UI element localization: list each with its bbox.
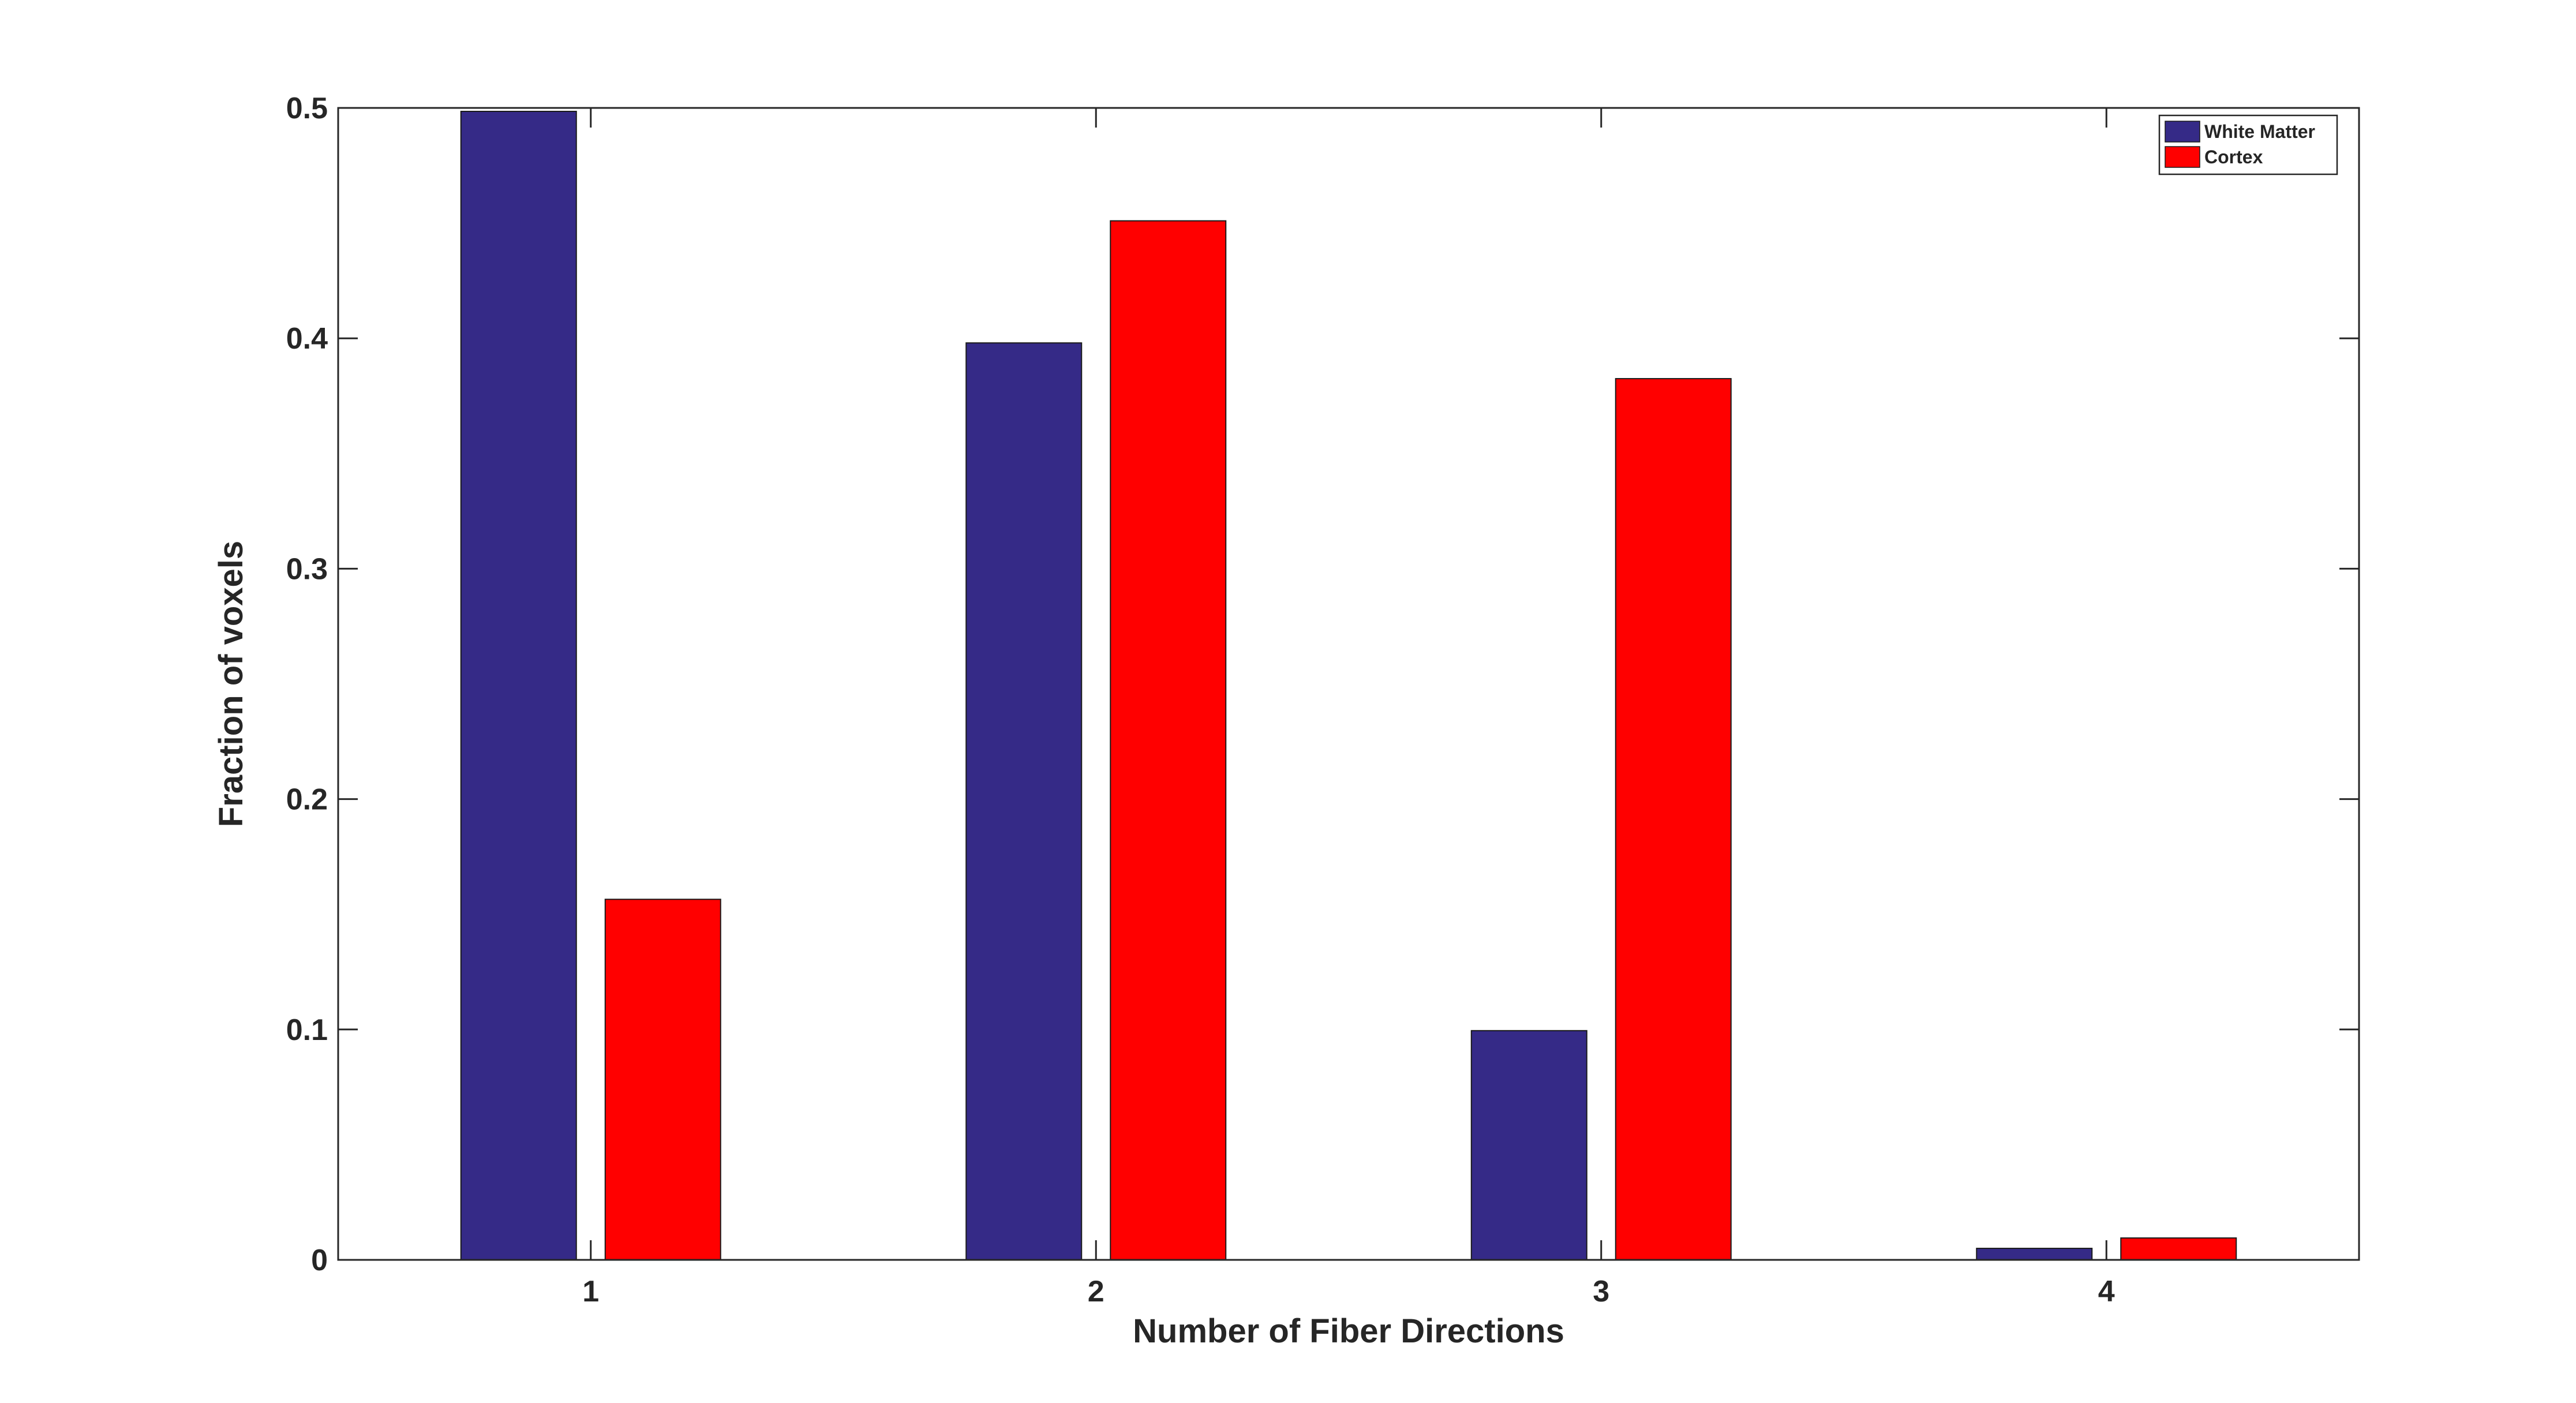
bar-white-matter-2 (965, 342, 1083, 1261)
bar-white-matter-3 (1470, 1030, 1587, 1261)
bar-cortex-1 (604, 899, 721, 1260)
y-axis-label: Fraction of voxels (212, 541, 250, 827)
x-axis-label: Number of Fiber Directions (1133, 1312, 1564, 1350)
legend-swatch-cortex (2165, 146, 2200, 168)
y-tick-label: 0.3 (286, 552, 328, 586)
x-tick-label: 4 (2098, 1275, 2115, 1308)
x-tick-label: 1 (582, 1275, 599, 1308)
bar-cortex-3 (1615, 378, 1732, 1260)
legend-label-white-matter: White Matter (2204, 121, 2315, 142)
bar-white-matter-4 (1976, 1248, 2093, 1261)
y-tick-label: 0.4 (286, 322, 328, 356)
legend[interactable]: White Matter Cortex (2158, 114, 2338, 175)
x-tick-label: 2 (1088, 1275, 1104, 1308)
legend-label-cortex: Cortex (2204, 147, 2263, 167)
bar-cortex-2 (1110, 220, 1227, 1260)
y-tick-label: 0 (311, 1244, 328, 1277)
axes-frame (337, 107, 2360, 1261)
x-tick-label: 3 (1593, 1275, 1609, 1308)
bar-white-matter-1 (460, 110, 577, 1260)
y-tick-label: 0.2 (286, 783, 328, 817)
bar-cortex-4 (2120, 1237, 2237, 1260)
ticks-group: 1 2 3 4 0 0.1 0.2 0.3 0.4 0.5 (286, 92, 2359, 1308)
legend-swatch-white-matter (2165, 121, 2200, 143)
y-tick-label: 0.5 (286, 92, 328, 125)
y-tick-label: 0.1 (286, 1013, 328, 1047)
bars-group (460, 110, 2237, 1261)
